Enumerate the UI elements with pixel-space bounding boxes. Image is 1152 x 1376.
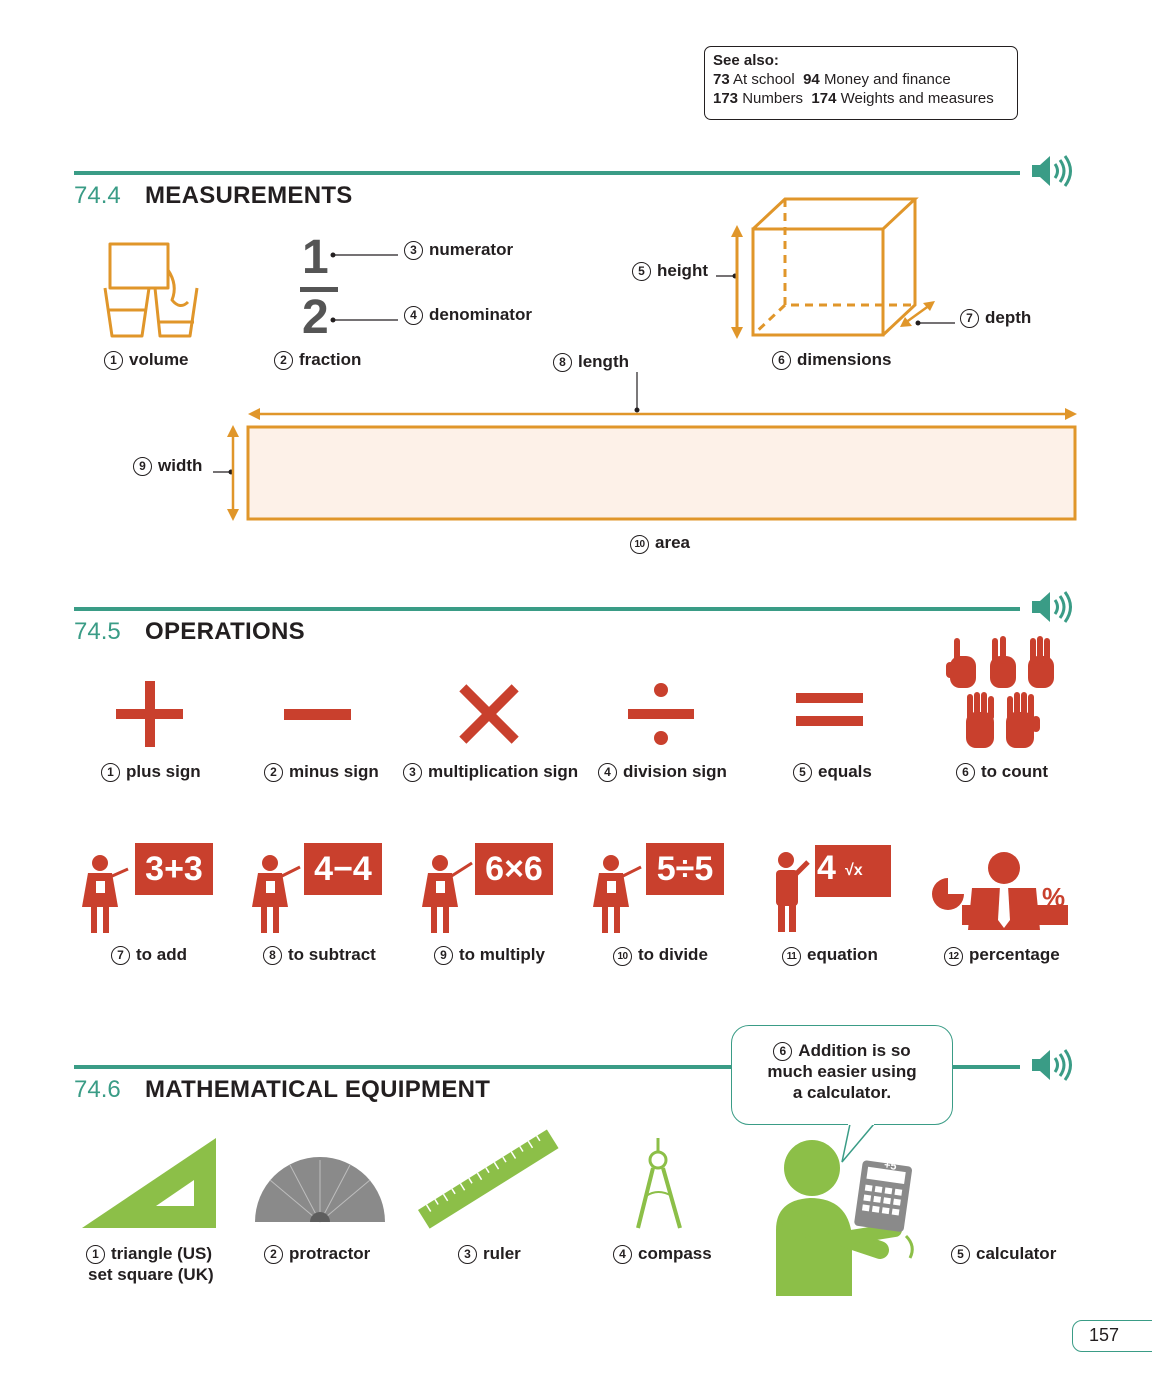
label-equation: 11 equation — [782, 945, 878, 966]
thinking-person-icon — [776, 852, 810, 932]
volume-icon — [103, 242, 199, 338]
page-number: 157 — [1072, 1320, 1152, 1352]
board-text: 5÷5 — [656, 850, 714, 888]
see-also-ref-num[interactable]: 174 — [811, 90, 837, 107]
minus-sign-icon — [284, 709, 351, 720]
see-also-heading: See also: — [713, 52, 779, 69]
label-compass: 4 compass — [613, 1244, 712, 1264]
see-also-ref-num[interactable]: 94 — [803, 71, 820, 88]
label-minus-sign: 2 minus sign — [264, 762, 379, 782]
board — [135, 843, 213, 895]
label-volume: 1 volume — [104, 350, 189, 370]
section-rule — [74, 171, 1020, 175]
see-also-ref-num[interactable]: 73 — [713, 71, 730, 88]
see-also-ref-text[interactable]: Numbers — [742, 90, 804, 107]
board-text: 6×6 — [485, 850, 543, 888]
dimensions-box-icon — [731, 197, 935, 339]
compass-icon — [636, 1138, 682, 1229]
person-with-calculator-icon — [776, 1140, 914, 1296]
label-calculator: 5 calculator — [951, 1244, 1056, 1264]
bubble-tail-mask — [848, 1122, 874, 1125]
section-number: 74.5 — [74, 618, 121, 645]
label-to-divide: 10 to divide — [613, 945, 708, 966]
board-text: 3+3 — [145, 850, 203, 888]
board-text: 4−4 — [314, 850, 372, 888]
section-title: OPERATIONS — [145, 618, 305, 645]
label-numerator: 3 numerator — [404, 240, 513, 260]
multiplication-sign-icon — [459, 684, 519, 744]
label-set-square: set square (UK) — [88, 1265, 214, 1284]
see-also-ref-text[interactable]: At school — [733, 71, 795, 88]
teacher-icon — [422, 855, 473, 933]
ruler-icon — [418, 1129, 559, 1229]
protractor-icon — [255, 1157, 385, 1223]
section-title: MATHEMATICAL EQUIPMENT — [145, 1076, 491, 1103]
board — [646, 843, 724, 895]
equals-sign-icon — [796, 693, 863, 726]
label-to-add: 7 to add — [111, 945, 187, 965]
label-division-sign: 4 division sign — [598, 762, 727, 782]
label-depth: 7 depth — [960, 308, 1031, 328]
label-denominator: 4 denominator — [404, 305, 532, 325]
see-also-ref-num[interactable]: 173 — [713, 90, 739, 107]
label-to-count: 6 to count — [956, 762, 1048, 782]
label-ruler: 3 ruler — [458, 1244, 521, 1264]
speaker-icon[interactable] — [1030, 1047, 1076, 1083]
section-rule — [74, 607, 1020, 611]
teacher-icon — [82, 855, 129, 933]
section-title: MEASUREMENTS — [145, 182, 353, 209]
label-fraction: 2 fraction — [274, 350, 361, 370]
teacher-icon — [252, 855, 301, 933]
label-area: 10 area — [630, 533, 690, 554]
section-rule — [74, 1065, 1020, 1069]
fraction-denominator: 2 — [302, 291, 329, 344]
label-height: 5 height — [632, 261, 708, 281]
triangle-icon — [82, 1138, 216, 1228]
percent-symbol: % — [1042, 882, 1066, 912]
board-text: √x — [845, 862, 863, 879]
label-plus-sign: 1 plus sign — [101, 762, 201, 782]
speaker-icon[interactable] — [1030, 589, 1076, 625]
percentage-icon — [932, 852, 1068, 930]
label-percentage: 12 percentage — [944, 945, 1060, 966]
plus-sign-icon — [116, 681, 183, 747]
section-number: 74.4 — [74, 182, 121, 209]
counting-hands-icon — [946, 636, 1054, 748]
label-triangle: 1 triangle (US) — [86, 1244, 212, 1264]
speaker-icon[interactable] — [1030, 153, 1076, 189]
calculator-display: +5 — [883, 1159, 898, 1173]
board — [815, 845, 891, 897]
board — [304, 843, 382, 895]
fraction-bar — [300, 287, 338, 292]
label-width: 9 width — [133, 456, 202, 476]
board-text: 4 — [817, 849, 836, 887]
label-equals: 5 equals — [793, 762, 872, 782]
see-also-box: See also: 73 At school 94 Money and fina… — [704, 46, 1018, 120]
see-also-ref-text[interactable]: Money and finance — [823, 71, 951, 88]
label-to-subtract: 8 to subtract — [263, 945, 376, 965]
see-also-ref-text[interactable]: Weights and measures — [840, 90, 994, 107]
label-dimensions: 6 dimensions — [772, 350, 891, 370]
speech-bubble: 6 Addition is so much easier using a calc… — [731, 1025, 953, 1125]
section-number: 74.6 — [74, 1076, 121, 1103]
label-protractor: 2 protractor — [264, 1244, 370, 1264]
fraction-numerator: 1 — [302, 231, 329, 284]
label-multiplication-sign: 3 multiplication sign — [403, 762, 578, 782]
teacher-icon — [593, 855, 642, 933]
board — [475, 843, 553, 895]
area-diagram — [227, 408, 1077, 521]
label-to-multiply: 9 to multiply — [434, 945, 545, 965]
label-length: 8 length — [553, 352, 629, 372]
division-sign-icon — [628, 683, 694, 745]
